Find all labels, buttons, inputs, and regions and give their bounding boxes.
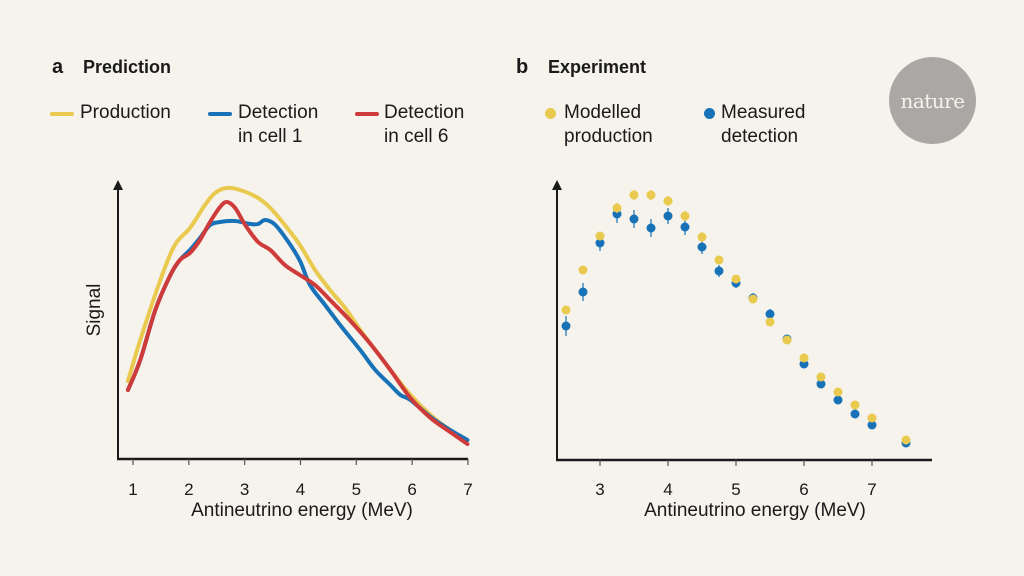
- legend-dot-modelled: [545, 108, 556, 119]
- panel-b-letter: b: [516, 56, 529, 78]
- data-point-production: [748, 294, 758, 304]
- x-tick-label-a: 1: [128, 480, 137, 499]
- legend-label-cell1: Detection in cell 1: [238, 102, 319, 147]
- data-point-cell1: [833, 395, 843, 405]
- data-point-cell1: [697, 242, 707, 252]
- data-point-cell1: [680, 222, 690, 232]
- data-point-production: [782, 335, 792, 345]
- data-point-production: [629, 190, 639, 200]
- legend-label-modelled: Modelled production: [564, 102, 653, 147]
- legend-label-production: Production: [80, 102, 171, 123]
- data-point-cell1: [850, 409, 860, 419]
- data-point-production: [680, 211, 690, 221]
- data-point-production: [714, 255, 724, 265]
- data-point-production: [816, 372, 826, 382]
- x-tick-label-b: 7: [867, 480, 876, 499]
- x-tick-label-b: 6: [799, 480, 808, 499]
- panel-b-title: Experiment: [548, 57, 647, 77]
- legend-dot-measured: [704, 108, 715, 119]
- panel-a-chart: 1 2 3 4 5 6 7 Antineutrino energy (MeV) Signal: [84, 180, 473, 521]
- legend-label-measured: Measured detection: [721, 102, 806, 147]
- panel-a-letter: a: [52, 56, 64, 78]
- legend-swatch-cell6: [355, 112, 379, 116]
- data-point-production: [578, 265, 588, 275]
- data-point-production: [833, 387, 843, 397]
- data-point-production: [612, 203, 622, 213]
- x-tick-label-b: 5: [731, 480, 740, 499]
- x-tick-label-a: 4: [296, 480, 305, 499]
- data-point-production: [799, 353, 809, 363]
- data-point-production: [867, 413, 877, 423]
- x-tick-label-a: 5: [352, 480, 361, 499]
- y-axis-label-a: Signal: [84, 284, 105, 337]
- data-point-production: [731, 274, 741, 284]
- legend-swatch-cell1: [208, 112, 232, 116]
- data-point-cell1: [561, 321, 571, 331]
- nature-logo-text: nature: [900, 88, 965, 113]
- data-point-production: [561, 305, 571, 315]
- legend-label-cell6: Detection in cell 6: [384, 102, 465, 147]
- data-point-cell1: [646, 223, 656, 233]
- y-axis-arrow-b: [552, 180, 562, 190]
- panel-a-title: Prediction: [83, 57, 172, 77]
- x-tick-label-b: 3: [595, 480, 604, 499]
- data-point-production: [697, 232, 707, 242]
- x-axis-label-b: Antineutrino energy (MeV): [644, 500, 866, 521]
- data-point-cell1: [714, 266, 724, 276]
- data-point-cell1: [867, 420, 877, 430]
- data-point-cell1: [595, 238, 605, 248]
- data-point-cell1: [663, 211, 673, 221]
- data-point-production: [901, 435, 911, 445]
- legend-swatch-production: [50, 112, 74, 116]
- data-point-cell1: [816, 379, 826, 389]
- data-point-cell1: [578, 287, 588, 297]
- series-line-cell6: [125, 200, 470, 446]
- nature-logo: nature: [889, 57, 976, 144]
- data-point-production: [765, 317, 775, 327]
- x-tick-label-a: 6: [407, 480, 416, 499]
- data-point-cell1: [765, 309, 775, 319]
- data-point-cell1: [629, 214, 639, 224]
- data-point-production: [595, 231, 605, 241]
- x-axis-label-a: Antineutrino energy (MeV): [191, 500, 413, 521]
- x-tick-label-a: 7: [463, 480, 472, 499]
- data-point-production: [663, 196, 673, 206]
- x-tick-label-a: 2: [184, 480, 193, 499]
- x-tick-label-b: 4: [663, 480, 672, 499]
- x-tick-label-a: 3: [240, 480, 249, 499]
- y-axis-arrow-a: [113, 180, 123, 190]
- data-point-production: [850, 400, 860, 410]
- data-point-production: [646, 190, 656, 200]
